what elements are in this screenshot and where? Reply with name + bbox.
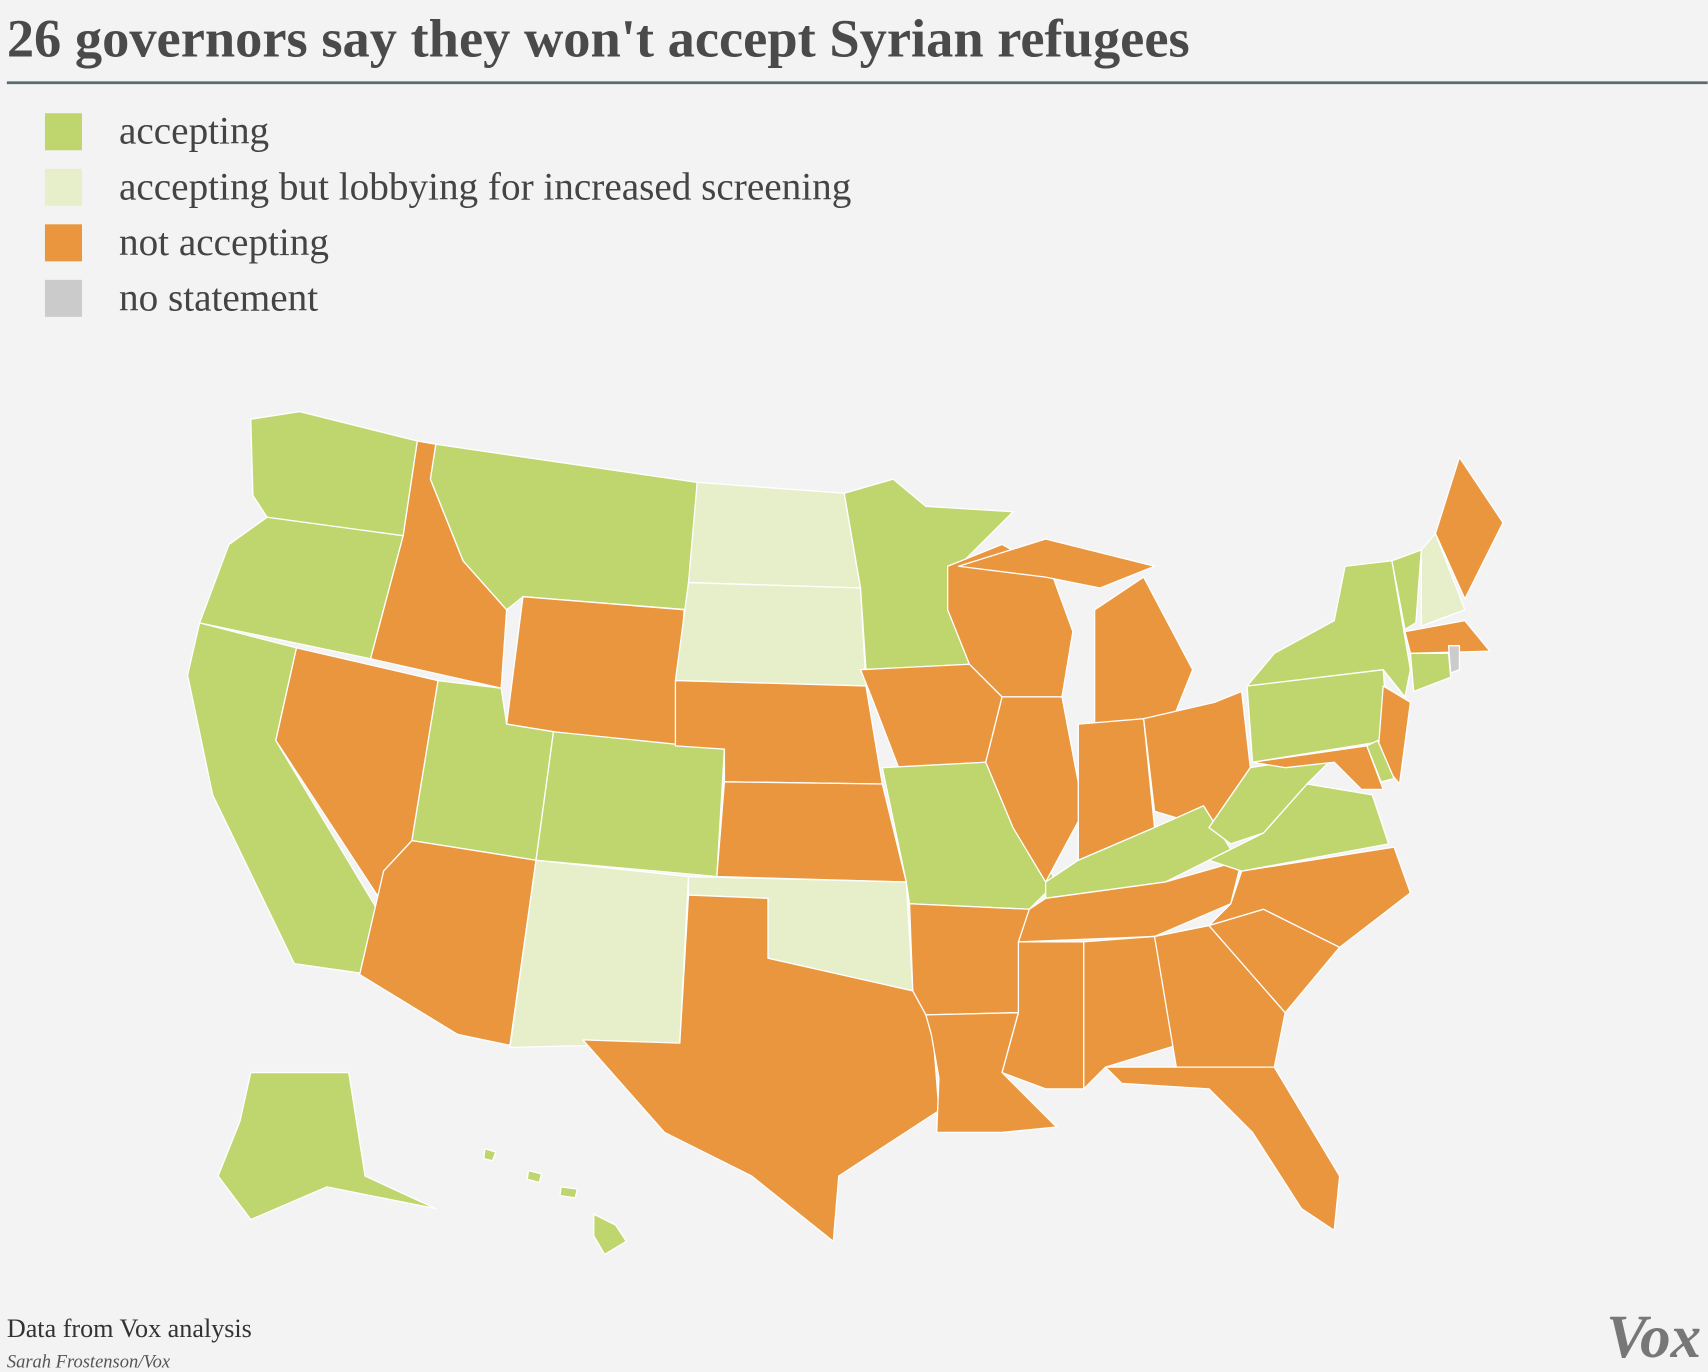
- state: [1104, 1066, 1341, 1232]
- source: Data from Vox analysis: [7, 1314, 252, 1343]
- state: [198, 516, 404, 660]
- state: [908, 903, 1030, 1016]
- state: [1434, 456, 1504, 600]
- states: [186, 410, 1504, 1256]
- state: [509, 859, 690, 1049]
- state: [1366, 739, 1395, 783]
- legend-swatch: [44, 224, 82, 262]
- logo: Vox: [1606, 1304, 1701, 1371]
- state: [526, 1169, 543, 1184]
- state: [1208, 846, 1412, 948]
- legend-swatch: [44, 113, 82, 151]
- state: [483, 1148, 497, 1162]
- state: [1447, 645, 1461, 674]
- state: [674, 581, 867, 687]
- title: 26 governors say they won't accept Syria…: [7, 8, 1190, 69]
- state: [1404, 620, 1491, 654]
- legend-label: accepting: [119, 110, 269, 153]
- legend-swatch: [44, 168, 82, 206]
- state: [957, 538, 1156, 589]
- state: [535, 731, 726, 878]
- state: [1246, 560, 1412, 698]
- legend: accepting accepting but lobbying for incr…: [44, 110, 851, 319]
- state: [1083, 935, 1177, 1090]
- state: [1391, 549, 1422, 631]
- credit: Sarah Frostenson/Vox: [7, 1353, 171, 1372]
- state: [559, 1186, 579, 1199]
- state: [1208, 756, 1335, 845]
- state: [582, 894, 940, 1242]
- state: [1409, 652, 1452, 693]
- legend-label: not accepting: [119, 221, 329, 264]
- legend-label: no statement: [119, 276, 318, 319]
- state: [593, 1213, 628, 1256]
- state: [716, 781, 907, 883]
- state: [1093, 576, 1194, 725]
- state: [1420, 532, 1466, 627]
- state: [217, 1071, 437, 1221]
- state: [1017, 859, 1243, 943]
- legend-label: accepting but lobbying for increased scr…: [119, 165, 851, 208]
- legend-swatch: [44, 279, 82, 317]
- state: [1153, 924, 1286, 1068]
- state: [687, 481, 862, 589]
